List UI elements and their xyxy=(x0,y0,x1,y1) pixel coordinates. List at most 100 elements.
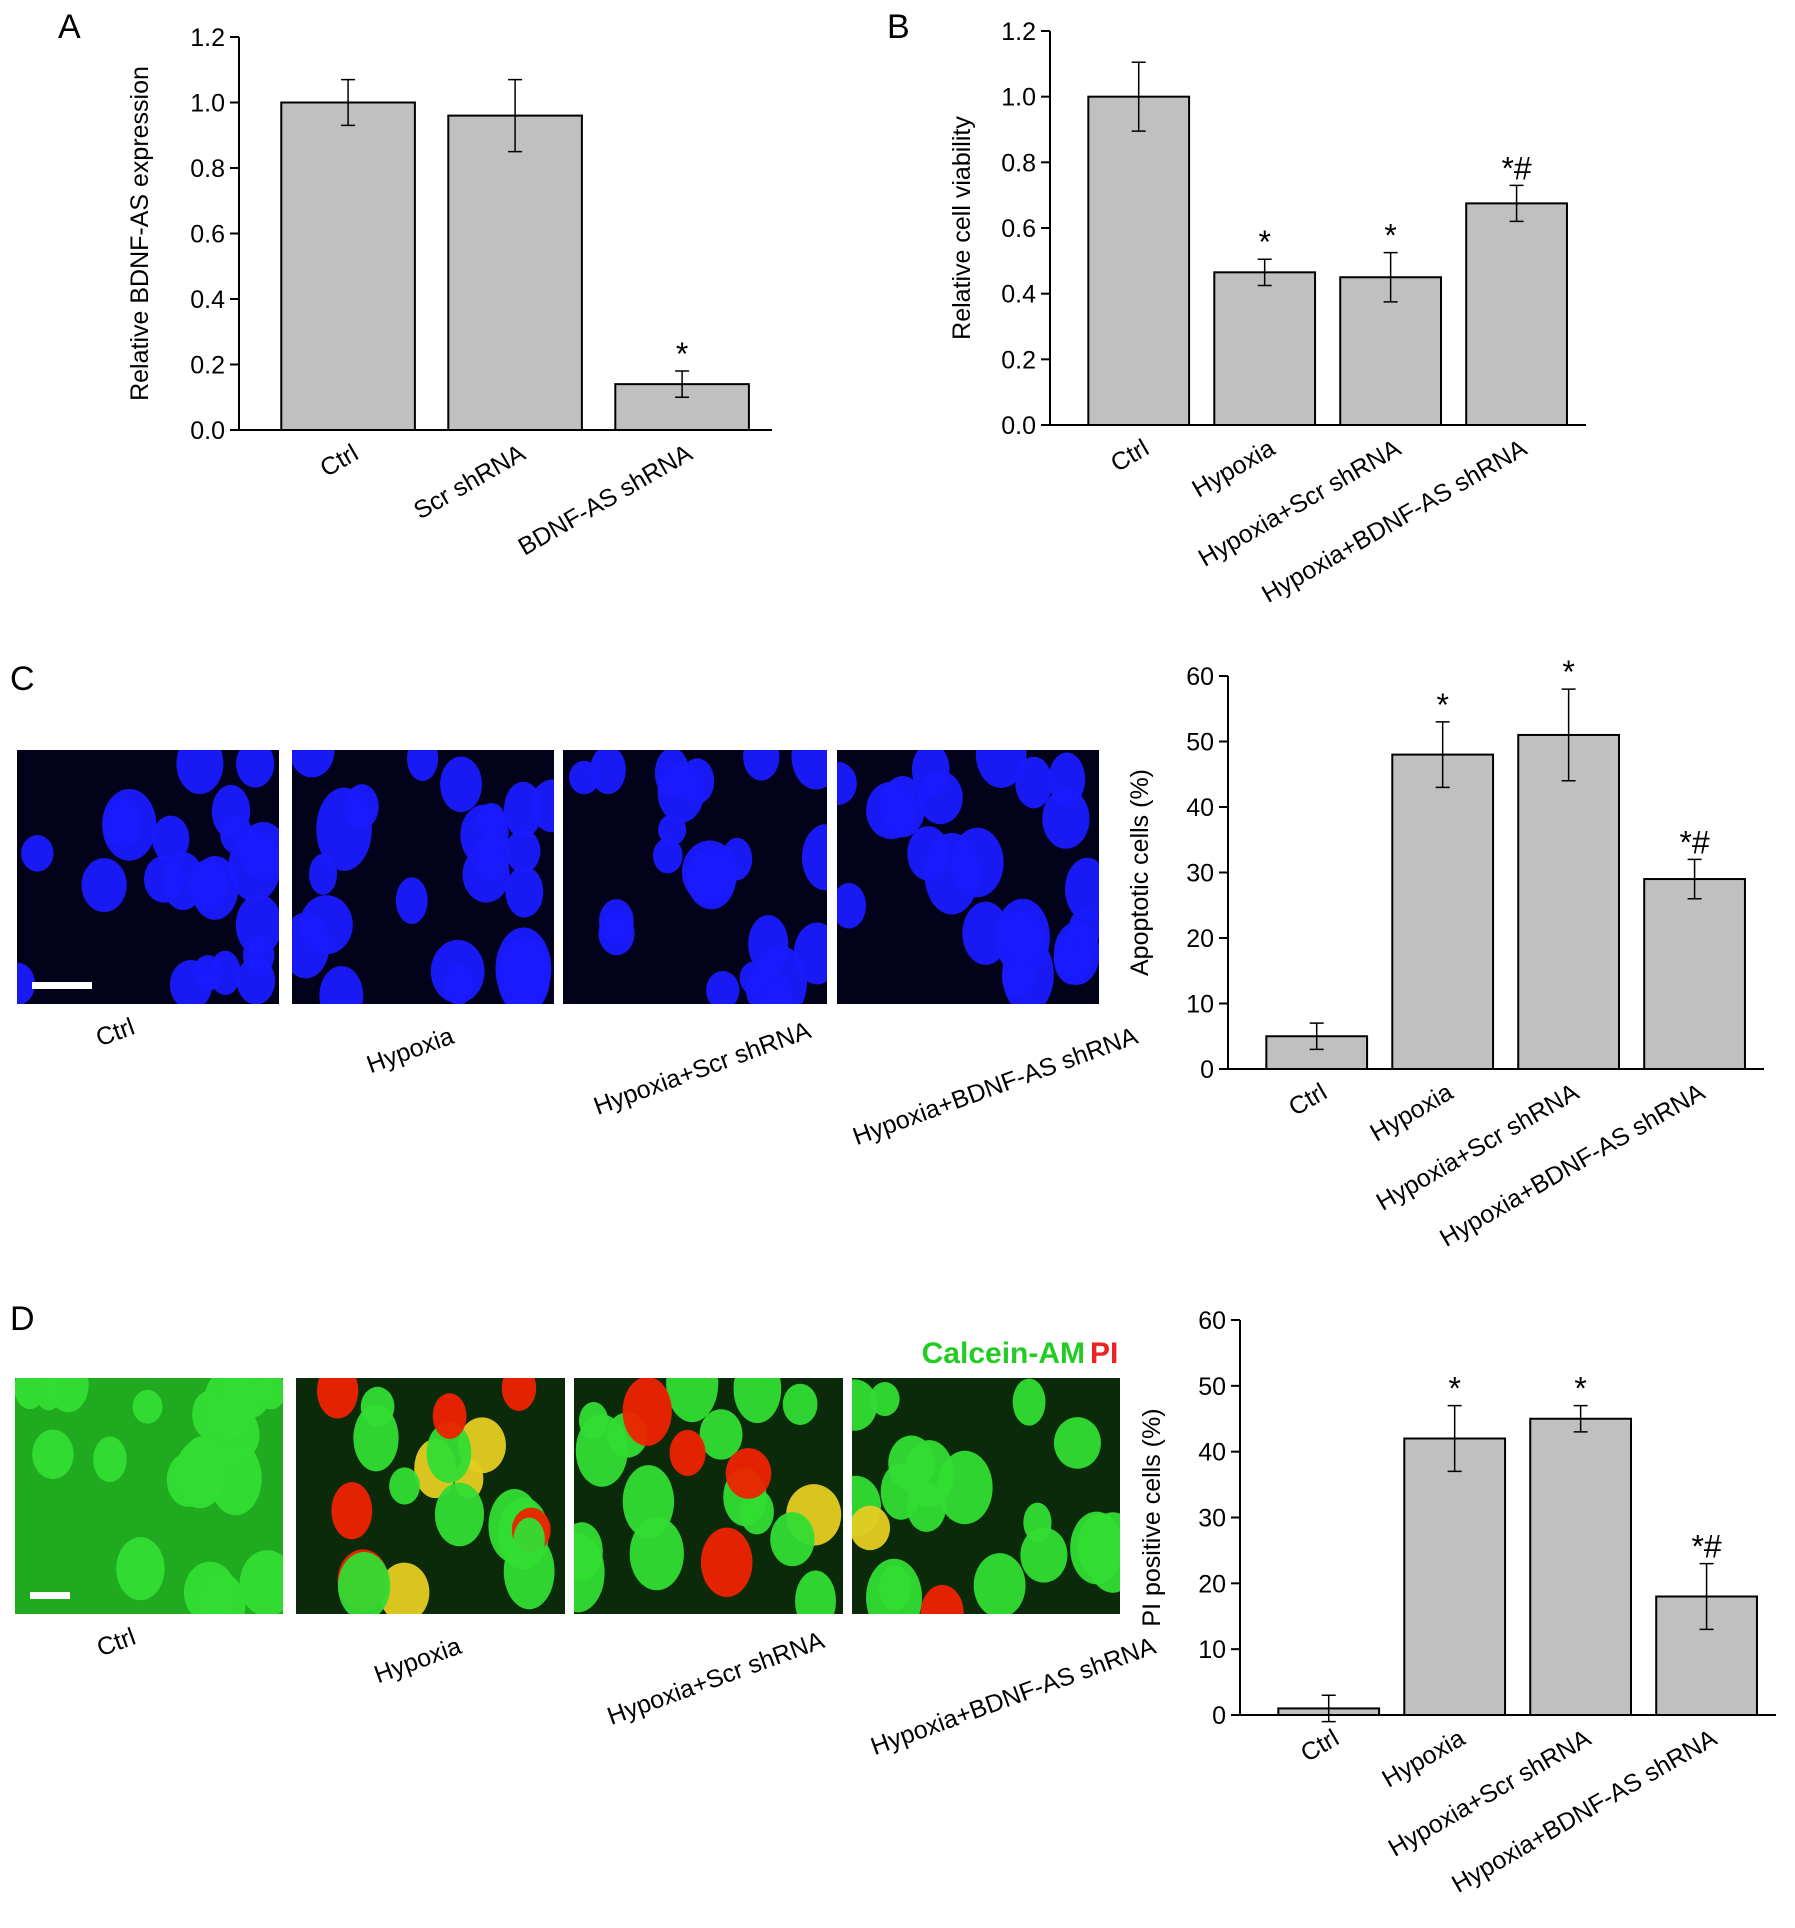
cell xyxy=(503,781,543,838)
significance: *# xyxy=(1501,150,1531,186)
cell xyxy=(34,1378,63,1411)
error-bar xyxy=(1309,1022,1324,1051)
cell xyxy=(801,824,827,891)
x-tick-label: Ctrl xyxy=(1106,434,1154,478)
micrograph xyxy=(574,1378,843,1614)
cell xyxy=(869,1382,900,1417)
cell xyxy=(1048,752,1086,807)
cell xyxy=(236,750,275,788)
error-bar xyxy=(1321,1694,1336,1723)
cell xyxy=(32,1429,74,1479)
micrograph xyxy=(296,1378,565,1614)
bar xyxy=(447,114,583,431)
y-tick-label: 10 xyxy=(1186,991,1214,1019)
cell xyxy=(998,910,1044,962)
bar xyxy=(280,101,416,431)
micrograph xyxy=(15,1378,283,1614)
cell xyxy=(725,1448,772,1499)
cell xyxy=(440,756,483,813)
cell xyxy=(430,939,485,1004)
cell xyxy=(1015,756,1053,809)
cell xyxy=(209,950,241,996)
image-label: Ctrl xyxy=(93,1623,139,1663)
cell xyxy=(319,966,364,1004)
y-axis-title: Relative cell viability xyxy=(948,116,976,340)
cell xyxy=(733,1378,782,1424)
error-bar xyxy=(1435,721,1450,789)
cell xyxy=(700,1527,753,1597)
y-tick-label: 0.2 xyxy=(190,352,225,380)
micrograph xyxy=(837,750,1099,1004)
cell xyxy=(166,1452,210,1507)
y-tick-label: 1.2 xyxy=(1001,18,1036,46)
significance: *# xyxy=(1679,824,1709,860)
scale-bar xyxy=(32,982,92,989)
panel-label: C xyxy=(10,660,35,698)
micrograph xyxy=(852,1378,1120,1614)
x-tick-label: Ctrl xyxy=(1284,1078,1332,1122)
error-bar xyxy=(1687,858,1702,900)
error-bar xyxy=(1257,258,1272,287)
y-tick-label: 10 xyxy=(1198,1636,1226,1664)
significance: * xyxy=(1562,654,1574,690)
cell xyxy=(505,829,541,873)
cell xyxy=(622,1465,675,1538)
cell xyxy=(299,895,353,955)
cell xyxy=(93,1436,127,1483)
micrograph xyxy=(563,750,827,1004)
error-bar xyxy=(1699,1562,1714,1631)
cell xyxy=(666,1378,719,1423)
y-tick-label: 30 xyxy=(1186,860,1214,888)
cell xyxy=(622,1378,672,1446)
cell xyxy=(235,894,279,956)
y-tick-label: 50 xyxy=(1186,729,1214,757)
cell xyxy=(1020,1527,1068,1583)
cell xyxy=(1002,958,1035,998)
scale-bar xyxy=(30,1592,70,1599)
cell xyxy=(1053,1417,1101,1469)
x-tick-label: Ctrl xyxy=(315,439,363,483)
cell xyxy=(760,973,793,1004)
x-tick-label: Hypoxia xyxy=(1365,1078,1457,1147)
cell xyxy=(920,1584,964,1614)
error-bar xyxy=(508,78,523,153)
cell xyxy=(495,927,552,1004)
significance: * xyxy=(676,336,688,372)
bar xyxy=(1087,95,1191,427)
y-tick-label: 0.0 xyxy=(190,417,225,445)
micrograph xyxy=(17,750,279,1004)
cell xyxy=(162,852,205,911)
y-tick-label: 20 xyxy=(1198,1570,1226,1598)
cell xyxy=(878,1565,912,1611)
bar xyxy=(1213,271,1317,427)
y-tick-label: 60 xyxy=(1198,1307,1226,1335)
x-tick-label: Hypoxia+Scr shRNA xyxy=(1372,1078,1584,1217)
cell xyxy=(951,827,1004,898)
error-bar xyxy=(1131,61,1146,132)
cell xyxy=(743,750,780,781)
cell xyxy=(793,922,827,985)
y-tick-label: 0 xyxy=(1200,1056,1214,1084)
y-tick-label: 60 xyxy=(1186,663,1214,691)
bar xyxy=(1517,733,1621,1070)
cell xyxy=(880,775,926,838)
y-tick-label: 0.6 xyxy=(190,221,225,249)
cell xyxy=(505,866,544,918)
cell xyxy=(880,1463,922,1520)
error-bar xyxy=(675,370,690,398)
x-tick-label: Hypoxia xyxy=(1377,1724,1469,1793)
cell xyxy=(973,1553,1026,1614)
significance: * xyxy=(1436,687,1448,723)
cell xyxy=(292,750,335,778)
cell xyxy=(169,960,213,1004)
y-tick-label: 1.0 xyxy=(190,90,225,118)
cell xyxy=(176,750,224,795)
cell xyxy=(192,1391,224,1438)
bar xyxy=(1391,753,1495,1070)
x-tick-label: Hypoxia xyxy=(1187,434,1279,503)
y-tick-label: 0.4 xyxy=(1001,281,1036,309)
cell xyxy=(748,915,789,974)
bar xyxy=(1643,878,1746,1070)
cell xyxy=(223,1378,273,1419)
significance: * xyxy=(1574,1371,1586,1407)
